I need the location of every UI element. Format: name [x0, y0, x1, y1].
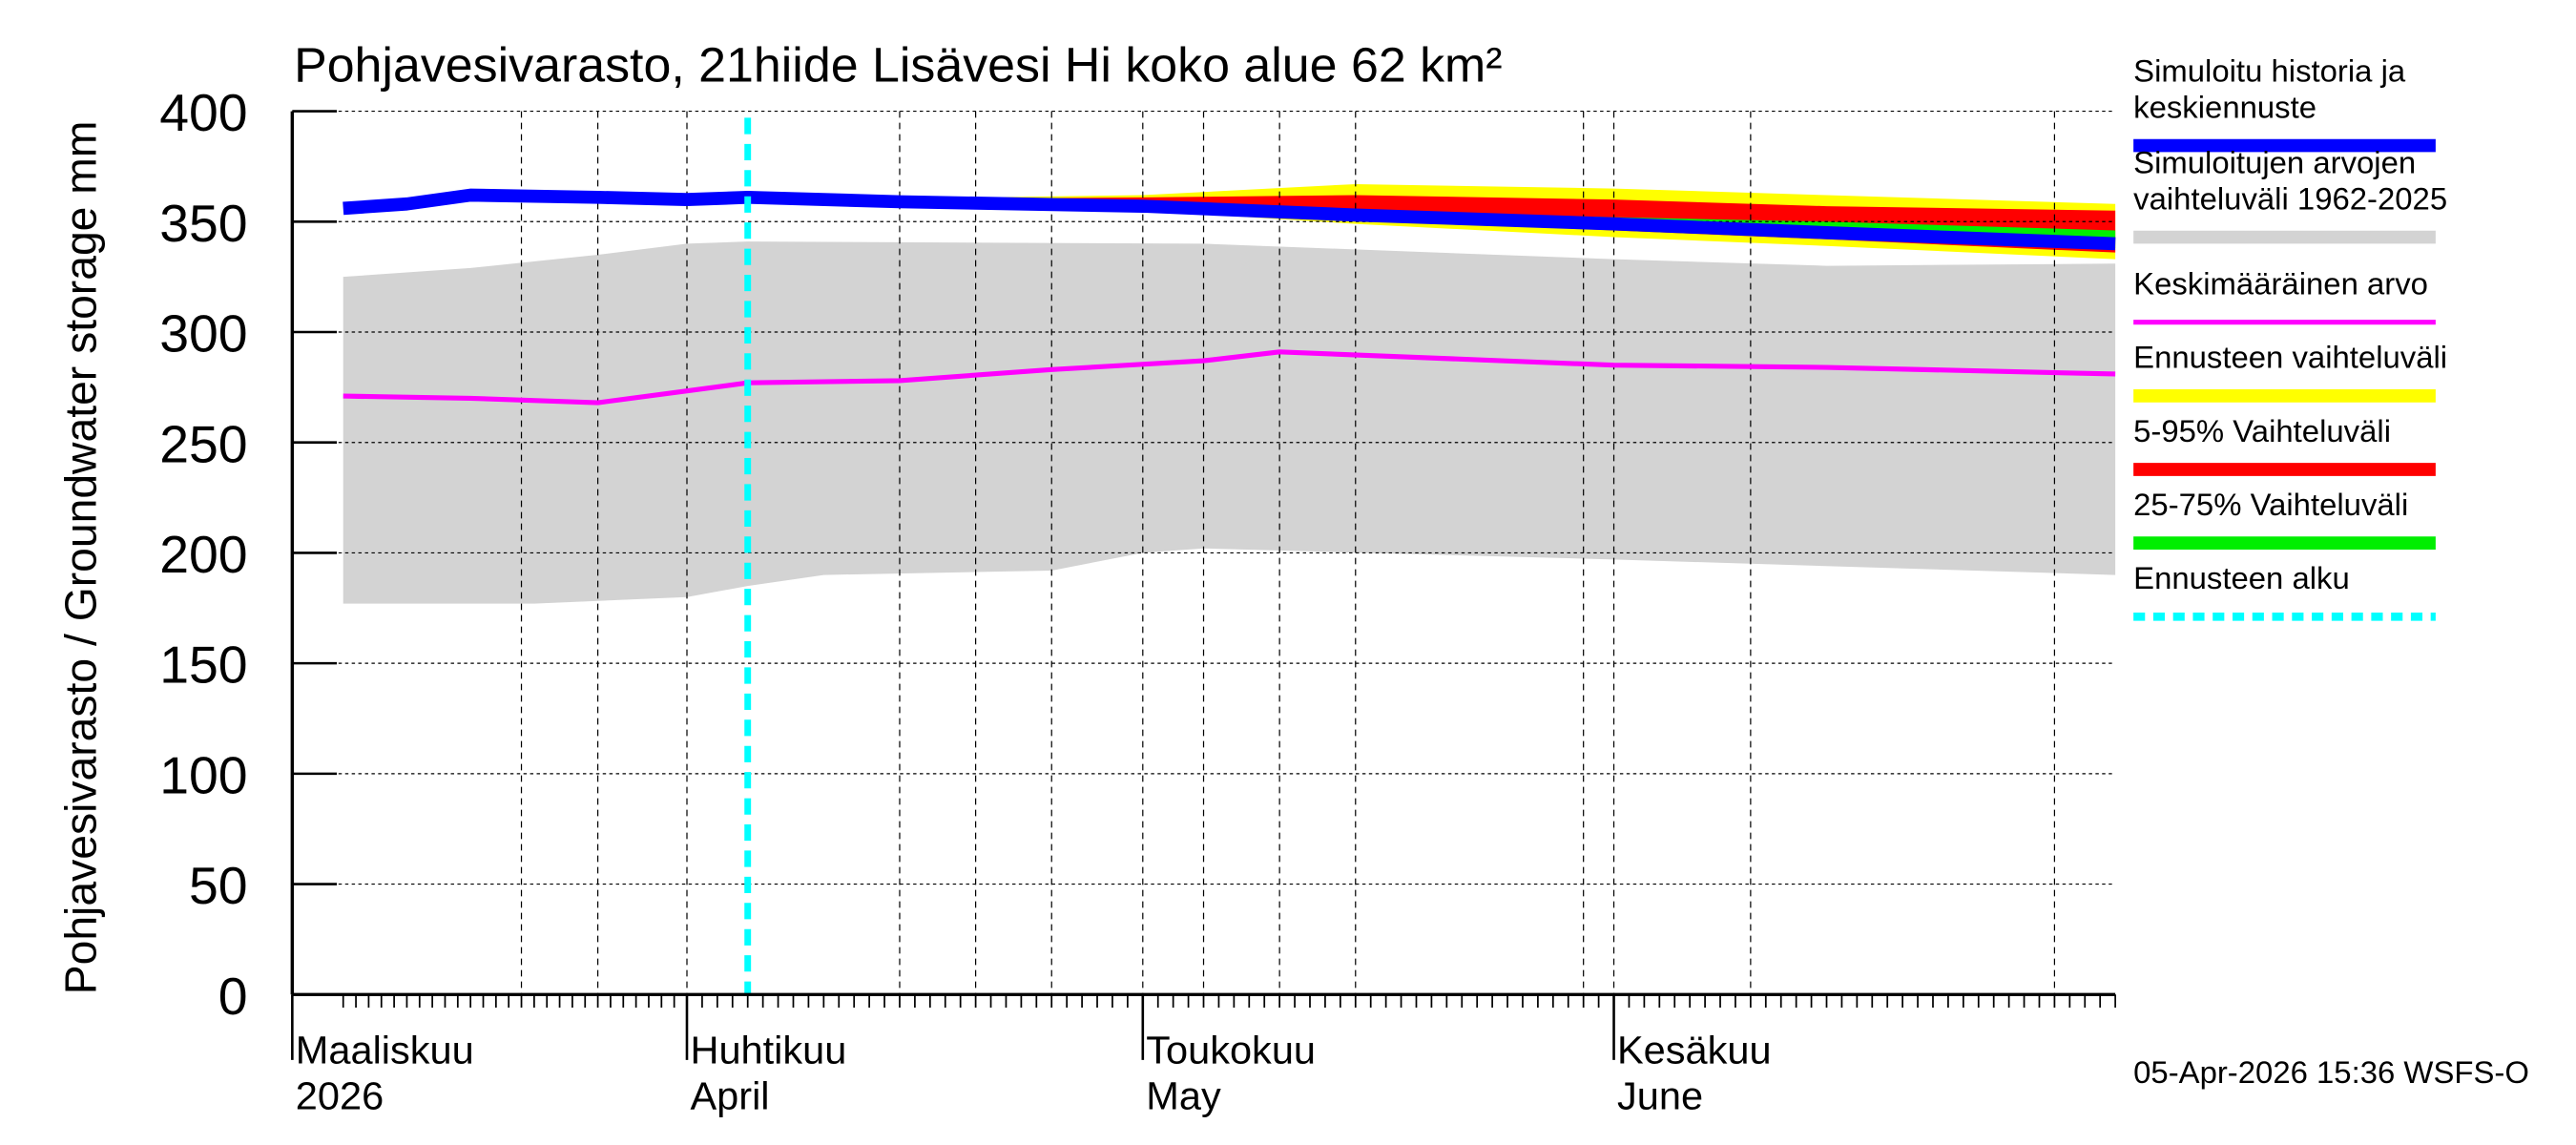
y-tick-label: 100 — [159, 746, 247, 805]
legend-label: Ennusteen alku — [2133, 560, 2350, 595]
x-month-sublabel: 2026 — [296, 1073, 384, 1117]
x-month-label: Huhtikuu — [690, 1028, 846, 1072]
x-month-label: Toukokuu — [1146, 1028, 1316, 1072]
x-month-sublabel: May — [1146, 1073, 1221, 1117]
y-tick-label: 50 — [189, 856, 248, 915]
y-axis-label: Pohjavesivarasto / Groundwater storage m… — [55, 121, 105, 995]
y-tick-label: 300 — [159, 304, 247, 364]
legend-label: 25-75% Vaihteluväli — [2133, 487, 2408, 522]
timestamp: 05-Apr-2026 15:36 WSFS-O — [2133, 1054, 2529, 1090]
y-tick-label: 250 — [159, 415, 247, 474]
legend-label: vaihteluväli 1962-2025 — [2133, 181, 2447, 217]
y-tick-label: 150 — [159, 635, 247, 695]
y-tick-label: 200 — [159, 525, 247, 584]
legend-label: keskiennuste — [2133, 90, 2316, 125]
series-line-4 — [343, 349, 2116, 406]
y-tick-label: 400 — [159, 83, 247, 142]
x-month-label: Kesäkuu — [1617, 1028, 1772, 1072]
legend-label: Ennusteen vaihteluväli — [2133, 340, 2447, 375]
legend-label: Simuloitujen arvojen — [2133, 145, 2416, 180]
chart-title: Pohjavesivarasto, 21hiide Lisävesi Hi ko… — [294, 37, 1503, 93]
y-tick-label: 350 — [159, 194, 247, 253]
series-line-5 — [343, 188, 2116, 251]
x-month-label: Maaliskuu — [296, 1028, 474, 1072]
band-3 — [823, 201, 2116, 249]
legend-label: Keskimääräinen arvo — [2133, 266, 2428, 302]
x-month-sublabel: June — [1617, 1073, 1703, 1117]
legend-label: 5-95% Vaihteluväli — [2133, 413, 2391, 448]
legend-label: Simuloitu historia ja — [2133, 53, 2406, 89]
y-tick-label: 0 — [218, 967, 248, 1026]
band-0 — [343, 241, 2116, 604]
x-month-sublabel: April — [690, 1073, 769, 1117]
